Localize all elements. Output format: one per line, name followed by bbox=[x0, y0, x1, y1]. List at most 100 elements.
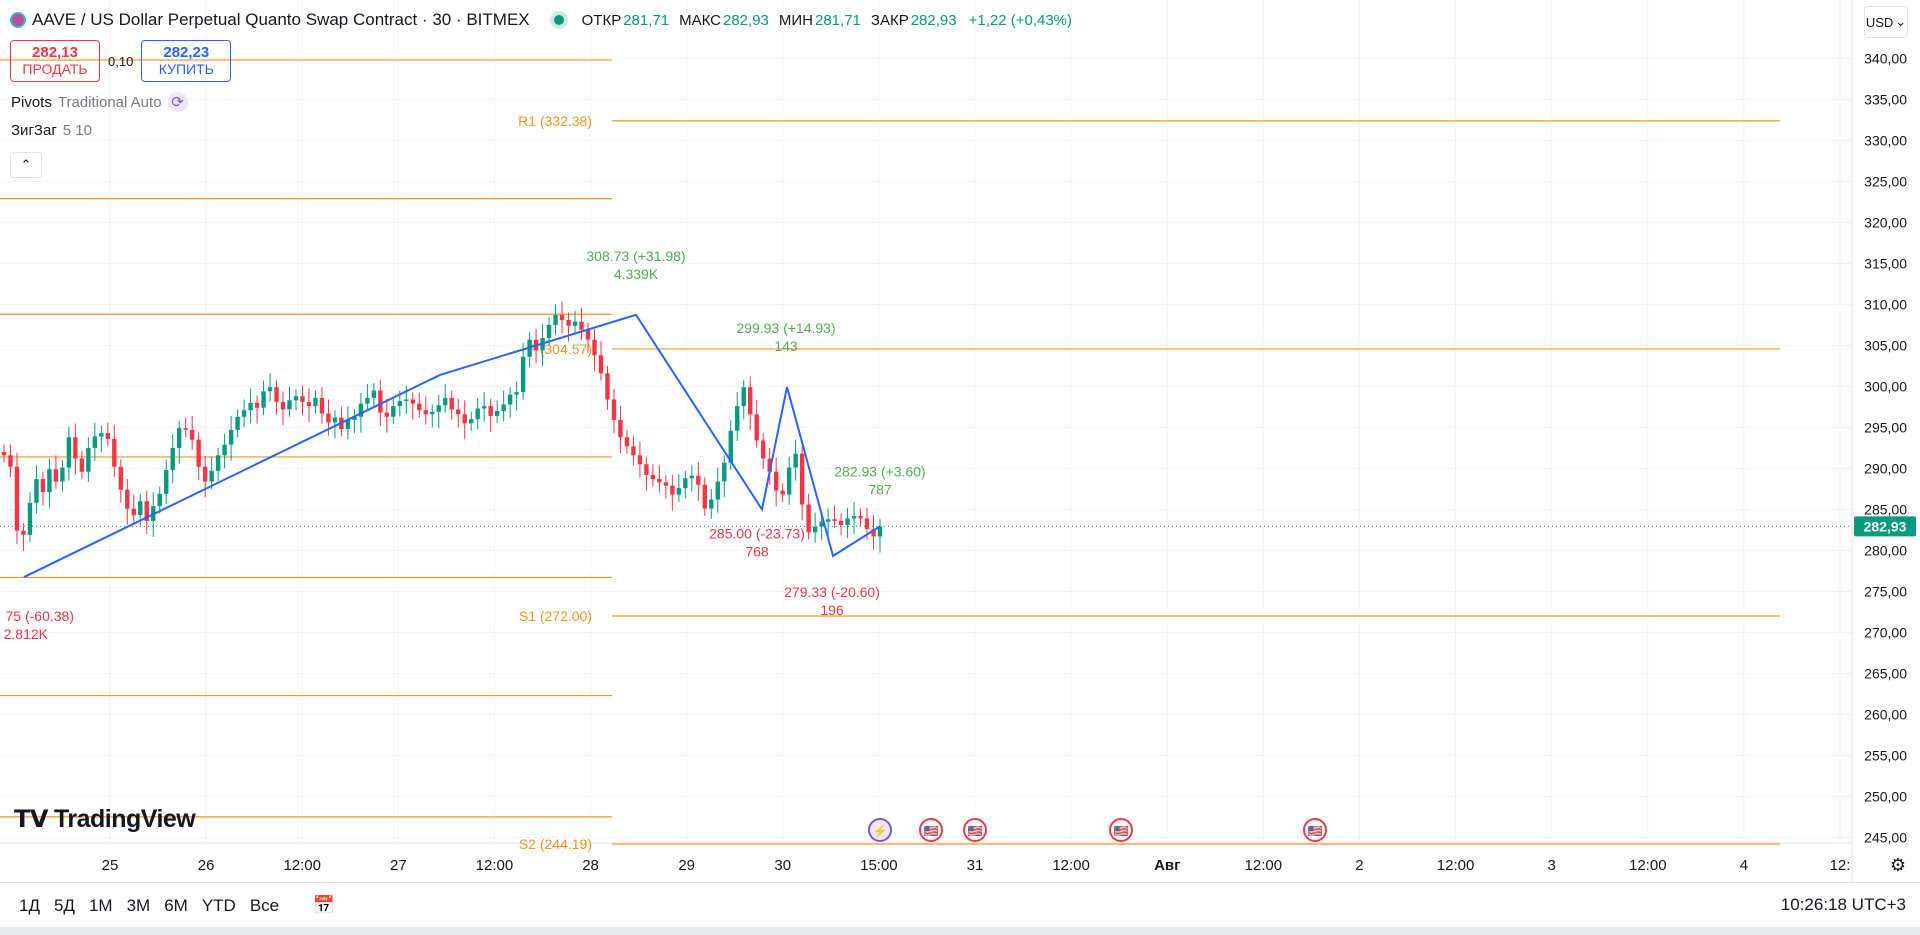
candle-body bbox=[164, 470, 169, 494]
zigzag-price-label: 75 (-60.38) bbox=[6, 608, 74, 624]
x-tick-label: 12:00 bbox=[476, 857, 514, 874]
x-tick-label: 12:00 bbox=[1245, 857, 1283, 874]
candle-body bbox=[644, 464, 649, 475]
logo-text: TradingView bbox=[53, 805, 196, 833]
candle-body bbox=[592, 339, 597, 356]
price-chart[interactable]: 245,00 250,00 255,00 260,00 265,00 270,00 275,… bbox=[0, 0, 1920, 882]
candle-body bbox=[131, 508, 136, 516]
zigzag-line bbox=[23, 313, 881, 578]
candle-body bbox=[838, 520, 844, 525]
candle-body bbox=[663, 482, 669, 486]
period-5d[interactable]: 5Д bbox=[53, 895, 75, 915]
candle-body bbox=[86, 447, 91, 472]
candle-body bbox=[715, 481, 720, 500]
candle-body bbox=[819, 521, 824, 527]
candle-body bbox=[241, 410, 247, 417]
last-price-label: 282,93 bbox=[1864, 518, 1907, 534]
candle-body bbox=[806, 504, 811, 533]
ohlc-open: ОТКР 281,71 bbox=[581, 11, 670, 29]
candle-body bbox=[735, 406, 740, 431]
candle-body bbox=[761, 440, 766, 459]
event-icon: 🇺🇸 bbox=[1114, 824, 1129, 838]
candle-body bbox=[657, 479, 662, 483]
period-6m[interactable]: 6М bbox=[164, 895, 188, 915]
y-tick-label: 295,00 bbox=[1864, 419, 1907, 435]
candle-body bbox=[66, 437, 72, 468]
candle-body bbox=[520, 356, 526, 393]
candle-body bbox=[773, 471, 779, 491]
ohlc-values: ОТКР 281,71 МАКС 282,93 МИН 281,71 ЗАКР 282,… bbox=[582, 12, 1072, 29]
tradingview-logo[interactable]: 𝗧𝗩 TradingView bbox=[14, 805, 196, 834]
pivot-label: S2 (244.19) bbox=[519, 836, 592, 852]
x-tick-label: 4 bbox=[1740, 857, 1748, 874]
candle-body bbox=[748, 387, 753, 415]
candle-body bbox=[780, 490, 785, 495]
candle-body bbox=[637, 455, 643, 465]
candle-body bbox=[650, 474, 656, 480]
candle-body bbox=[261, 391, 266, 408]
x-tick-label: 28 bbox=[582, 857, 599, 874]
y-tick-label: 245,00 bbox=[1864, 829, 1907, 845]
aave-coin-icon bbox=[10, 12, 26, 28]
sell-button[interactable]: 282,13 ПРОДАТЬ bbox=[10, 40, 100, 82]
clock[interactable]: 10:26:18 UTC+3 bbox=[1780, 895, 1906, 914]
candle-body bbox=[365, 397, 370, 404]
candle-body bbox=[709, 499, 714, 509]
currency-label: USD bbox=[1865, 14, 1894, 30]
candle-body bbox=[34, 479, 39, 503]
buy-button[interactable]: 282,23 КУПИТЬ bbox=[141, 40, 232, 82]
zigzag-price-label: 279.33 (-20.60) bbox=[784, 584, 880, 600]
trade-panel: 282,13 ПРОДАТЬ 0,10 282,23 КУПИТЬ bbox=[10, 40, 232, 82]
gear-icon[interactable]: ⚙ bbox=[1889, 855, 1906, 875]
candle-body bbox=[202, 466, 208, 482]
candle-body bbox=[235, 416, 240, 430]
period-3m[interactable]: 3М bbox=[126, 895, 151, 915]
candle-body bbox=[851, 515, 857, 519]
currency-selector[interactable]: USD ⌄ bbox=[1864, 6, 1908, 38]
market-status-icon bbox=[553, 15, 564, 25]
x-tick-label: 12:00 bbox=[1437, 857, 1475, 874]
period-ytd[interactable]: YTD bbox=[201, 895, 236, 915]
chevron-down-icon: ⌄ bbox=[1895, 14, 1907, 29]
candle-body bbox=[267, 387, 273, 392]
candle-body bbox=[475, 408, 480, 420]
indicator-pivots[interactable]: Pivots Traditional Auto ⟳ bbox=[11, 92, 188, 112]
candle-body bbox=[47, 469, 52, 493]
pivot-label: R1 (332.38) bbox=[518, 113, 592, 129]
indicator-zigzag[interactable]: ЗигЗаг 5 10 bbox=[11, 122, 92, 139]
candle-body bbox=[215, 455, 221, 471]
period-1m[interactable]: 1М bbox=[88, 895, 113, 915]
symbol-title[interactable]: AAVE / US Dollar Perpetual Quanto Swap C… bbox=[32, 10, 530, 29]
candle-body bbox=[410, 399, 415, 404]
x-tick-label: 3 bbox=[1547, 857, 1555, 874]
zigzag-volume-label: 768 bbox=[745, 543, 769, 559]
candle-body bbox=[423, 410, 428, 415]
ohlc-change: +1,22 (+0,43%) bbox=[968, 11, 1072, 29]
candle-body bbox=[443, 397, 448, 406]
candle-body bbox=[1, 452, 7, 456]
period-1d[interactable]: 1Д bbox=[19, 895, 40, 915]
candle-body bbox=[585, 329, 591, 340]
candle-body bbox=[631, 446, 636, 456]
collapse-legend-button[interactable]: ⌃ bbox=[10, 152, 42, 178]
candle-body bbox=[598, 355, 604, 374]
indicator-params: Traditional Auto bbox=[57, 93, 162, 111]
y-tick-label: 260,00 bbox=[1864, 706, 1907, 722]
sync-icon[interactable]: ⟳ bbox=[167, 92, 188, 112]
candle-body bbox=[60, 467, 65, 482]
chevron-up-icon: ⌃ bbox=[20, 157, 32, 172]
ohlc-close: ЗАКР 282,93 bbox=[870, 11, 957, 29]
candle-body bbox=[196, 439, 201, 467]
candle-body bbox=[345, 420, 351, 430]
candle-body bbox=[507, 394, 513, 405]
calendar-icon[interactable]: 📅 bbox=[312, 895, 336, 915]
zigzag-volume-label: 787 bbox=[868, 481, 892, 497]
candle-body bbox=[618, 420, 623, 438]
bottom-toolbar: 1Д 5Д 1М 3М 6М YTD Все 📅 10:26:18 UTC+3 bbox=[0, 882, 1920, 928]
candle-body bbox=[352, 416, 357, 421]
y-tick-label: 305,00 bbox=[1864, 337, 1907, 353]
period-all[interactable]: Все bbox=[249, 895, 280, 915]
candle-body bbox=[488, 406, 493, 416]
zigzag-price-label: 285.00 (-23.73) bbox=[709, 525, 805, 541]
candle-body bbox=[689, 475, 695, 479]
